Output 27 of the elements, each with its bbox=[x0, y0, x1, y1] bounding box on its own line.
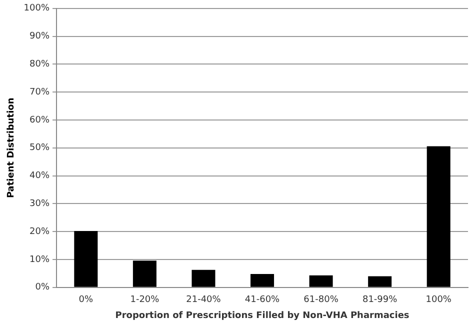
y-tick-label: 70% bbox=[30, 87, 50, 98]
x-tick-label: 61-80% bbox=[304, 295, 339, 306]
bar bbox=[192, 270, 216, 287]
bar bbox=[426, 146, 450, 287]
x-tick-label: 1-20% bbox=[130, 295, 160, 306]
bar bbox=[309, 275, 333, 287]
y-tick-label: 30% bbox=[30, 199, 50, 210]
x-tick-label: 21-40% bbox=[186, 295, 222, 306]
y-tick-label: 40% bbox=[30, 171, 50, 182]
x-tick-label: 0% bbox=[78, 295, 94, 306]
x-tick-label: 81-99% bbox=[362, 295, 398, 306]
y-axis-title: Patient Distribution bbox=[6, 98, 17, 198]
bar bbox=[368, 276, 392, 287]
x-tick-label: 41-60% bbox=[244, 295, 280, 306]
y-tick-label: 50% bbox=[30, 143, 50, 154]
y-tick-label: 80% bbox=[30, 60, 50, 70]
bar bbox=[132, 260, 156, 287]
y-tick-label: 20% bbox=[30, 226, 50, 237]
bar bbox=[74, 231, 98, 287]
y-tick-label: 100% bbox=[24, 4, 50, 14]
x-tick-label: 100% bbox=[426, 295, 452, 306]
x-axis-title: Proportion of Prescriptions Filled by Non-VHA Pharmacies bbox=[115, 310, 410, 321]
y-tick-label: 0% bbox=[35, 282, 50, 293]
y-tick-label: 90% bbox=[30, 32, 50, 42]
y-tick-label: 10% bbox=[30, 254, 50, 265]
bar bbox=[250, 274, 274, 287]
y-tick-label: 60% bbox=[30, 115, 50, 126]
